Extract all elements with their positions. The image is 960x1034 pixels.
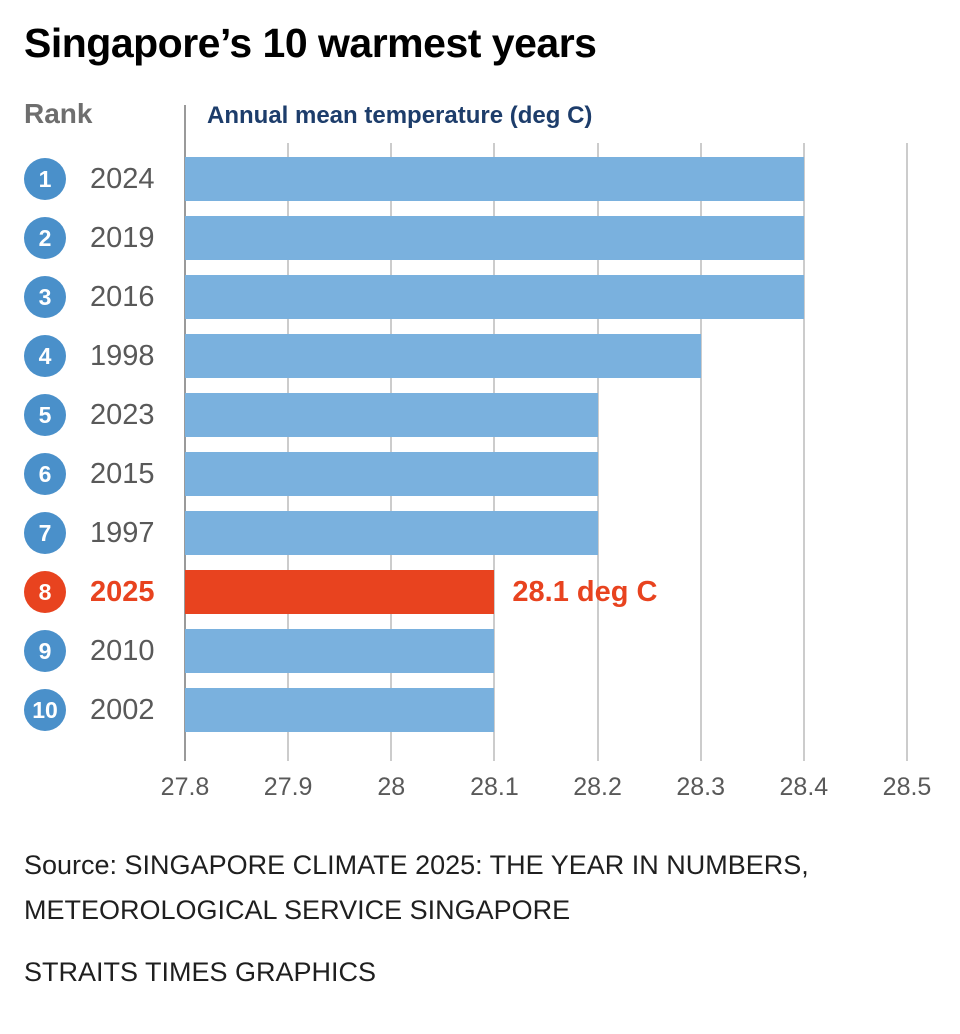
rank-badge: 9 (24, 630, 66, 672)
year-label: 1998 (90, 339, 155, 372)
year-label: 2015 (90, 457, 155, 490)
rank-badge: 10 (24, 689, 66, 731)
value-bar (185, 452, 598, 496)
source-note: Source: SINGAPORE CLIMATE 2025: THE YEAR… (24, 843, 864, 995)
chart-row: 10 2002 (0, 688, 960, 732)
chart-rows: 1 2024 2 2019 3 2016 4 1998 5 2023 6 2015 7 1997 8 2025… (0, 157, 960, 747)
year-label: 2002 (90, 693, 155, 726)
value-bar (185, 334, 701, 378)
value-bar (185, 157, 804, 201)
value-bar (185, 216, 804, 260)
value-bar (185, 570, 495, 614)
year-label: 2019 (90, 221, 155, 254)
chart-row: 1 2024 (0, 157, 960, 201)
rank-badge: 1 (24, 158, 66, 200)
gridline (802, 143, 805, 761)
year-label: 2016 (90, 280, 155, 313)
x-tick-label: 28.4 (779, 773, 829, 801)
bar-track (185, 275, 907, 319)
bar-track (185, 629, 907, 673)
rank-badge: 2 (24, 217, 66, 259)
source-line: Source: SINGAPORE CLIMATE 2025: THE YEAR… (24, 850, 809, 880)
chart-row: 3 2016 (0, 275, 960, 319)
chart-row: 2 2019 (0, 216, 960, 260)
rank-badge: 3 (24, 276, 66, 318)
chart-row: 4 1998 (0, 334, 960, 378)
bar-track (185, 157, 907, 201)
x-tick-label: 27.9 (263, 773, 313, 801)
rank-badge: 4 (24, 335, 66, 377)
gridline (699, 143, 702, 761)
rank-badge: 6 (24, 453, 66, 495)
rank-badge: 5 (24, 394, 66, 436)
x-tick-label: 28.5 (882, 773, 932, 801)
value-bar (185, 688, 495, 732)
bar-value-annotation: 28.1 deg C (512, 575, 658, 608)
year-label: 2023 (90, 398, 155, 431)
source-line: METEOROLOGICAL SERVICE SINGAPORE (24, 895, 571, 926)
bar-track (185, 334, 907, 378)
year-label: 2025 (90, 575, 155, 608)
bar-track (185, 511, 907, 555)
chart-row: 9 2010 (0, 629, 960, 673)
bar-chart: 1 2024 2 2019 3 2016 4 1998 5 2023 6 2015 7 1997 8 2025… (0, 105, 960, 823)
x-tick-label: 28 (377, 773, 406, 801)
year-label: 2024 (90, 162, 155, 195)
year-label: 2010 (90, 634, 155, 667)
bar-track (185, 688, 907, 732)
x-tick-label: 28.2 (573, 773, 622, 801)
graphics-credit: STRAITS TIMES GRAPHICS (24, 956, 377, 987)
year-label: 1997 (90, 516, 155, 549)
gridline (596, 143, 599, 761)
x-tick-label: 27.8 (160, 773, 210, 801)
chart-row: 6 2015 (0, 452, 960, 496)
value-bar (185, 393, 598, 437)
chart-row: 8 2025 28.1 deg C (0, 570, 960, 614)
chart-row: 7 1997 (0, 511, 960, 555)
value-bar (185, 275, 804, 319)
chart-row: 5 2023 (0, 393, 960, 437)
bar-track (185, 393, 907, 437)
page-title: Singapore’s 10 warmest years (24, 20, 597, 66)
x-tick-label: 28.3 (676, 773, 726, 801)
bar-track: 28.1 deg C (185, 570, 907, 614)
rank-column-label: Rank (24, 98, 93, 129)
bar-track (185, 452, 907, 496)
rank-badge: 7 (24, 512, 66, 554)
x-axis-title: Annual mean temperature (deg C) (207, 102, 593, 129)
value-bar (185, 511, 598, 555)
value-bar (185, 629, 495, 673)
x-axis: 27.8 27.9 28 28.1 28.2 28.3 28.4 28.5 (161, 773, 932, 807)
x-tick-label: 28.1 (470, 773, 519, 801)
gridline (906, 143, 908, 761)
rank-badge: 8 (24, 571, 66, 613)
bar-track (185, 216, 907, 260)
chart-header: Rank Annual mean temperature (deg C) (0, 98, 960, 140)
